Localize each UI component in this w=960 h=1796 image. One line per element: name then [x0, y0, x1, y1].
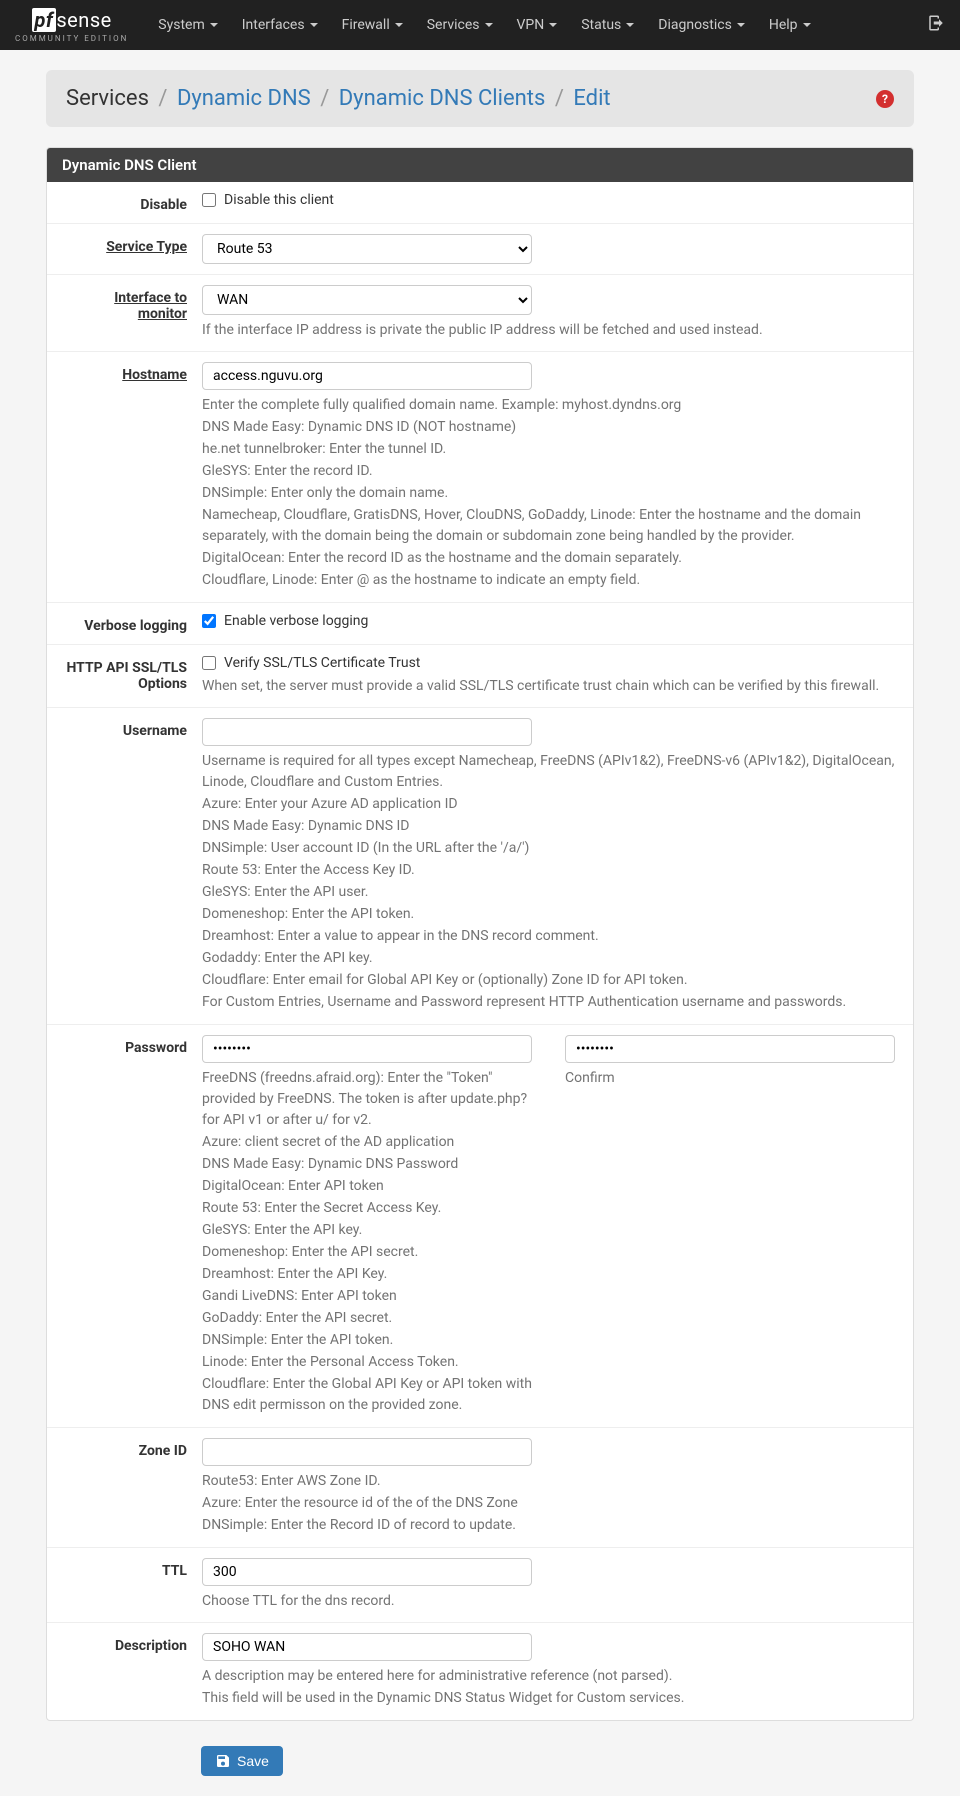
- verbose-text: Enable verbose logging: [224, 613, 368, 629]
- disable-text: Disable this client: [224, 192, 334, 208]
- logout-icon[interactable]: [927, 14, 945, 37]
- caret-icon: [395, 23, 403, 27]
- zone-help: Route53: Enter AWS Zone ID. Azure: Enter…: [202, 1471, 898, 1536]
- top-navbar: pfsense COMMUNITY EDITION System Interfa…: [0, 0, 960, 50]
- hostname-label: Hostname: [62, 362, 202, 592]
- breadcrumb-root: Services: [66, 86, 149, 111]
- description-label: Description: [62, 1633, 202, 1710]
- ssl-checkbox[interactable]: [202, 656, 216, 670]
- zone-input[interactable]: [202, 1438, 532, 1466]
- nav-status[interactable]: Status: [569, 3, 646, 47]
- caret-icon: [803, 23, 811, 27]
- verbose-label: Verbose logging: [62, 613, 202, 634]
- service-type-label: Service Type: [62, 234, 202, 264]
- nav-interfaces[interactable]: Interfaces: [230, 3, 330, 47]
- nav-menu: System Interfaces Firewall Services VPN …: [146, 3, 822, 47]
- caret-icon: [485, 23, 493, 27]
- save-button-label: Save: [237, 1753, 269, 1769]
- password-label: Password: [62, 1035, 202, 1417]
- help-icon[interactable]: ?: [876, 90, 894, 108]
- breadcrumb: Services / Dynamic DNS / Dynamic DNS Cli…: [66, 86, 611, 111]
- password-help: FreeDNS (freedns.afraid.org): Enter the …: [202, 1068, 535, 1416]
- hostname-input[interactable]: [202, 362, 532, 390]
- username-input[interactable]: [202, 718, 532, 746]
- nav-system[interactable]: System: [146, 3, 229, 47]
- service-type-select[interactable]: Route 53: [202, 234, 532, 264]
- interface-help: If the interface IP address is private t…: [202, 320, 898, 341]
- zone-label: Zone ID: [62, 1438, 202, 1537]
- logo-edition: COMMUNITY EDITION: [15, 34, 128, 43]
- caret-icon: [310, 23, 318, 27]
- verbose-checkbox[interactable]: [202, 614, 216, 628]
- disable-checkbox[interactable]: [202, 193, 216, 207]
- breadcrumb-edit[interactable]: Edit: [573, 86, 610, 111]
- description-help: A description may be entered here for ad…: [202, 1666, 898, 1709]
- interface-label: Interface to monitor: [62, 285, 202, 341]
- nav-diagnostics[interactable]: Diagnostics: [646, 3, 757, 47]
- nav-help[interactable]: Help: [757, 3, 823, 47]
- logo-sense: sense: [56, 8, 111, 32]
- caret-icon: [737, 23, 745, 27]
- caret-icon: [210, 23, 218, 27]
- ssl-help: When set, the server must provide a vali…: [202, 676, 898, 697]
- dyndns-panel: Dynamic DNS Client Disable Disable this …: [46, 147, 914, 1721]
- caret-icon: [626, 23, 634, 27]
- nav-firewall[interactable]: Firewall: [330, 3, 415, 47]
- username-help: Username is required for all types excep…: [202, 751, 898, 1013]
- disable-label: Disable: [62, 192, 202, 213]
- save-button[interactable]: Save: [201, 1746, 283, 1776]
- save-icon: [215, 1753, 231, 1769]
- nav-services[interactable]: Services: [415, 3, 505, 47]
- interface-select[interactable]: WAN: [202, 285, 532, 315]
- logo[interactable]: pfsense COMMUNITY EDITION: [15, 8, 128, 43]
- breadcrumb-clients[interactable]: Dynamic DNS Clients: [339, 86, 546, 111]
- breadcrumb-dyndns[interactable]: Dynamic DNS: [177, 86, 311, 111]
- caret-icon: [549, 23, 557, 27]
- hostname-help: Enter the complete fully qualified domai…: [202, 395, 898, 591]
- ttl-input[interactable]: [202, 1558, 532, 1586]
- password-input[interactable]: [202, 1035, 532, 1063]
- ttl-label: TTL: [62, 1558, 202, 1612]
- breadcrumb-panel: Services / Dynamic DNS / Dynamic DNS Cli…: [46, 70, 914, 127]
- username-label: Username: [62, 718, 202, 1014]
- logo-pf: pf: [32, 8, 57, 32]
- description-input[interactable]: [202, 1633, 532, 1661]
- nav-vpn[interactable]: VPN: [505, 3, 570, 47]
- confirm-label: Confirm: [565, 1068, 898, 1089]
- ssl-text: Verify SSL/TLS Certificate Trust: [224, 655, 420, 671]
- password-confirm-input[interactable]: [565, 1035, 895, 1063]
- panel-title: Dynamic DNS Client: [47, 148, 913, 182]
- ssl-label: HTTP API SSL/TLS Options: [62, 655, 202, 697]
- ttl-help: Choose TTL for the dns record.: [202, 1591, 898, 1612]
